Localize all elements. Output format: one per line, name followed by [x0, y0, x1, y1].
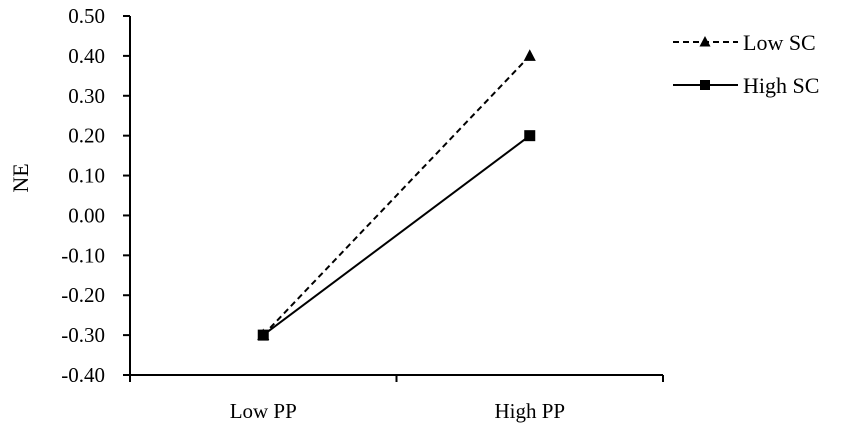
square-marker-icon	[700, 80, 710, 90]
y-axis-label: NE	[8, 163, 33, 192]
legend-item-low-sc: Low SC	[673, 30, 816, 55]
legend-item-high-sc: High SC	[673, 73, 819, 98]
square-marker-icon	[524, 130, 536, 142]
series-layer	[257, 49, 536, 341]
y-tick-label: -0.20	[61, 283, 105, 307]
y-tick-label: 0.10	[68, 164, 105, 188]
y-tick-label: 0.40	[68, 44, 105, 68]
legend: Low SC High SC	[673, 30, 819, 98]
series-line	[262, 134, 531, 336]
x-tick-label: Low PP	[230, 399, 297, 423]
y-tick-label: 0.00	[68, 203, 105, 227]
x-axis: Low PP High PP	[123, 374, 664, 423]
triangle-marker-icon	[699, 36, 711, 47]
legend-label: High SC	[743, 73, 819, 98]
triangle-marker-icon	[523, 49, 536, 61]
legend-label: Low SC	[743, 30, 816, 55]
y-tick-label: -0.10	[61, 243, 105, 267]
square-marker-icon	[257, 329, 269, 341]
y-tick-label: -0.30	[61, 323, 105, 347]
y-tick-label: 0.30	[68, 84, 105, 108]
y-tick-label: 0.20	[68, 124, 105, 148]
series-high-sc	[257, 130, 536, 341]
x-tick-label: High PP	[494, 399, 565, 423]
series-line	[262, 55, 531, 336]
series-low-sc	[257, 49, 536, 341]
y-tick-label: -0.40	[61, 363, 105, 387]
y-tick-label: 0.50	[68, 4, 105, 28]
y-axis: 0.50 0.40 0.30 0.20 0.10 0.00 -0.10 -0.20 -0.30 -…	[61, 4, 131, 387]
